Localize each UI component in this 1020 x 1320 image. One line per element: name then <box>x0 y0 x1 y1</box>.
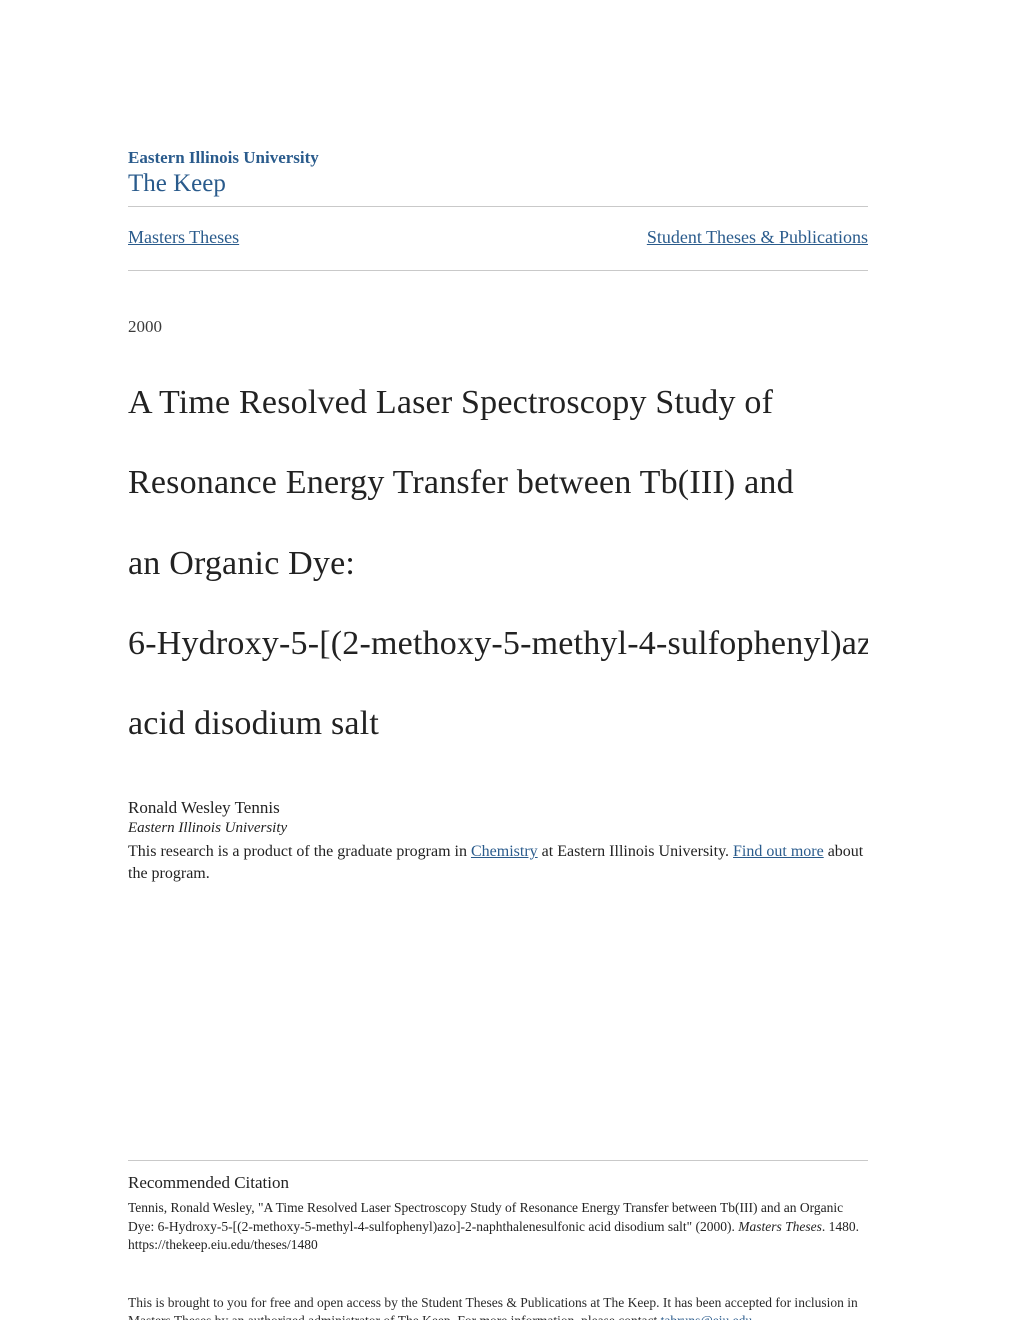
program-description: This research is a product of the gradua… <box>128 841 868 884</box>
citation-text: Tennis, Ronald Wesley, "A Time Resolved … <box>128 1200 843 1233</box>
title-line: acid disodium salt <box>128 704 868 744</box>
breadcrumb-nav: Masters Theses Student Theses & Publicat… <box>128 207 868 271</box>
collection-link[interactable]: Masters Theses <box>128 227 239 248</box>
title-line: Resonance Energy Transfer between Tb(III… <box>128 463 868 503</box>
citation-text: . 1480. <box>822 1219 859 1234</box>
program-link[interactable]: Chemistry <box>471 843 538 860</box>
citation-block: Recommended Citation Tennis, Ronald Wesl… <box>128 1160 868 1254</box>
citation-body: Tennis, Ronald Wesley, "A Time Resolved … <box>128 1199 868 1254</box>
institution-name: Eastern Illinois University <box>128 148 868 168</box>
document-title: A Time Resolved Laser Spectroscopy Study… <box>128 343 868 784</box>
citation-series: Masters Theses <box>738 1219 822 1234</box>
citation-url: https://thekeep.eiu.edu/theses/1480 <box>128 1237 318 1252</box>
citation-heading: Recommended Citation <box>128 1173 868 1193</box>
author-affiliation: Eastern Illinois University <box>128 820 868 837</box>
parent-collection-link[interactable]: Student Theses & Publications <box>647 227 868 248</box>
author-name: Ronald Wesley Tennis <box>128 798 868 818</box>
desc-text: This research is a product of the gradua… <box>128 843 471 860</box>
title-line: an Organic Dye: <box>128 544 868 584</box>
spacer <box>128 884 868 1160</box>
contact-email-link[interactable]: tabruns@eiu.edu <box>661 1313 753 1320</box>
find-out-more-link[interactable]: Find out more <box>733 843 824 860</box>
footer-text: . <box>752 1313 755 1320</box>
repository-name: The Keep <box>128 170 868 198</box>
access-footer: This is brought to you for free and open… <box>128 1294 868 1320</box>
publication-year: 2000 <box>128 317 868 337</box>
title-line: 6-Hydroxy-5-[(2-methoxy-5-methyl-4-sulfo… <box>128 624 868 664</box>
title-line: A Time Resolved Laser Spectroscopy Study… <box>128 383 868 423</box>
repo-header: Eastern Illinois University The Keep <box>128 148 868 207</box>
page: Eastern Illinois University The Keep Mas… <box>0 0 1020 1320</box>
desc-text: at Eastern Illinois University. <box>538 843 733 860</box>
